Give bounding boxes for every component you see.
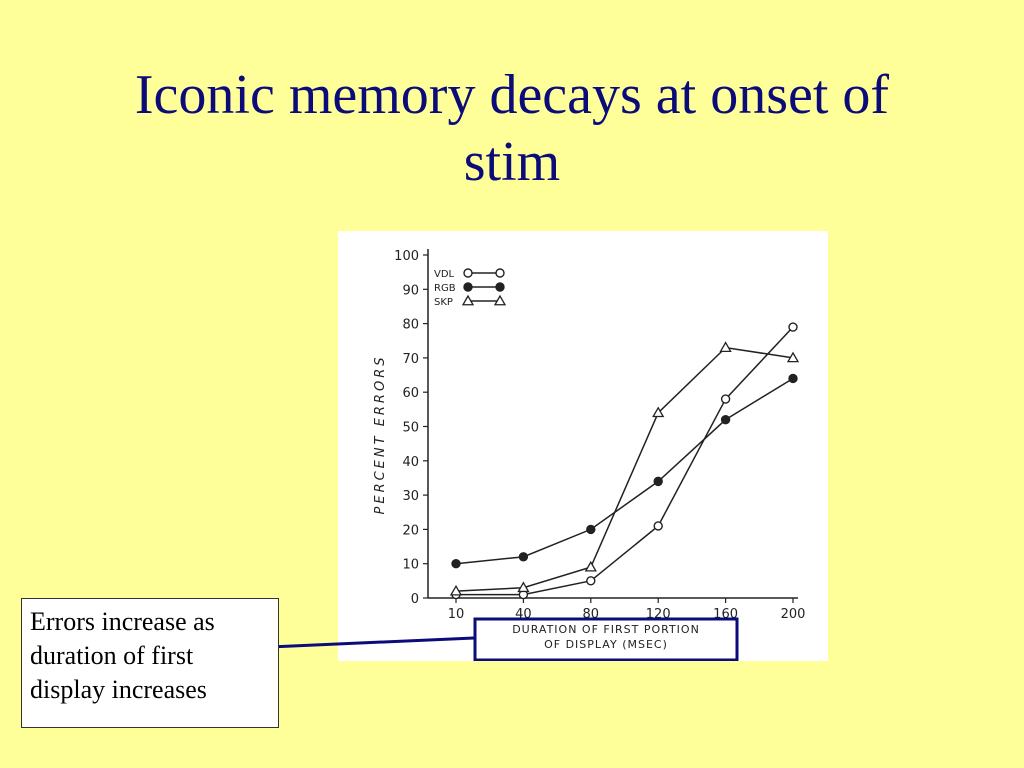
data-point-skp-200: [786, 351, 800, 363]
legend-marker-end-rgb: [495, 282, 505, 292]
legend-marker-end-vdl: [495, 268, 505, 278]
y-tick-label-100: 100: [394, 249, 419, 264]
legend-marker-start-vdl: [463, 268, 473, 278]
data-point-vdl-200: [788, 322, 798, 332]
series-line-rgb: [455, 377, 794, 565]
y-tick-label-30: 30: [402, 489, 419, 504]
y-tick-label-20: 20: [402, 523, 419, 538]
data-point-vdl-160: [720, 394, 731, 404]
series-line-vdl: [456, 326, 794, 596]
data-point-vdl-120: [653, 521, 663, 531]
legend-label-vdl: VDL: [434, 269, 455, 280]
data-point-skp-120: [652, 406, 665, 418]
y-tick-label-40: 40: [402, 455, 419, 470]
x-axis-label-box: [473, 617, 739, 661]
data-point-skp-160: [719, 341, 732, 353]
data-point-rgb-80: [586, 524, 596, 535]
x-tick-label-10: 10: [448, 607, 465, 622]
slide-title: Iconic memory decays at onset of stim: [40, 62, 984, 196]
chart-figure: 0 10 20 30 40 50 60 70 80 90 100 10 40 80 120 160 200 PER…: [338, 231, 828, 661]
data-point-rgb-40: [518, 552, 529, 562]
x-tick-label-200: 200: [781, 607, 806, 622]
legend-marker-start-skp: [461, 294, 475, 306]
x-axis-label-line-2: OF DISPLAY (MSEC): [544, 638, 668, 651]
callout-line-2: duration of first: [30, 640, 194, 670]
series-line-skp: [455, 346, 794, 592]
title-line-2: stim: [463, 131, 561, 194]
data-point-skp-10: [449, 584, 463, 596]
data-point-rgb-160: [720, 414, 731, 425]
data-point-vdl-80: [586, 576, 596, 586]
legend-marker-end-skp: [493, 294, 507, 306]
y-tick-label-90: 90: [402, 283, 419, 298]
y-tick-label-10: 10: [402, 558, 419, 573]
y-tick-label-50: 50: [402, 421, 419, 436]
data-point-rgb-10: [451, 559, 461, 569]
y-tick-label-80: 80: [402, 318, 419, 333]
y-axis-label: PERCENT ERRORS: [373, 355, 388, 515]
y-tick-label-70: 70: [402, 352, 419, 367]
data-point-skp-40: [517, 581, 530, 593]
legend-label-rgb: RGB: [434, 283, 456, 294]
data-point-skp-80: [584, 560, 597, 572]
callout-box: Errors increase as duration of first dis…: [21, 598, 279, 728]
legend-marker-start-rgb: [463, 282, 473, 292]
y-tick-label-60: 60: [402, 386, 419, 401]
legend-label-skp: SKP: [434, 297, 453, 308]
callout-line-3: display increases: [30, 674, 207, 704]
title-line-1: Iconic memory decays at onset of: [134, 64, 890, 126]
callout-line-1: Errors increase as: [30, 607, 215, 636]
data-point-rgb-200: [788, 373, 798, 384]
data-point-rgb-120: [653, 476, 663, 487]
y-tick-label-0: 0: [411, 592, 419, 607]
x-axis-label-line-1: DURATION OF FIRST PORTION: [512, 623, 700, 636]
